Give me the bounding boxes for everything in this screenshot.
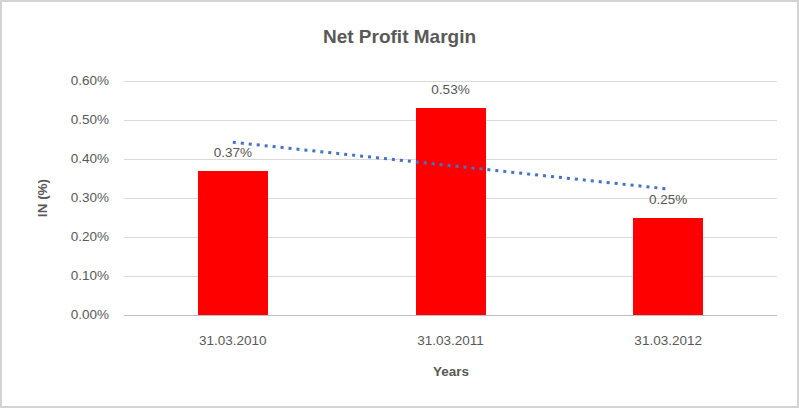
y-tick-label: 0.20% <box>49 229 109 245</box>
x-tick-label: 31.03.2010 <box>199 333 267 348</box>
chart-title: Net Profit Margin <box>2 26 797 48</box>
y-tick-label: 0.30% <box>49 190 109 206</box>
trendline <box>124 81 777 315</box>
x-tick-label: 31.03.2012 <box>634 333 702 348</box>
y-tick-label: 0.10% <box>49 268 109 284</box>
y-tick-label: 0.60% <box>49 73 109 89</box>
plot-area <box>124 81 777 315</box>
x-tick-label: 31.03.2011 <box>417 333 484 348</box>
x-axis-title: Years <box>433 364 469 379</box>
y-axis-title: IN (%) <box>35 179 50 217</box>
y-tick-label: 0.00% <box>49 307 109 323</box>
y-tick-label: 0.40% <box>49 151 109 167</box>
x-axis-line <box>124 315 777 316</box>
net-profit-margin-chart: Net Profit Margin IN (%) Years 0.00% 0.10… <box>0 0 799 408</box>
y-tick-label: 0.50% <box>49 112 109 128</box>
